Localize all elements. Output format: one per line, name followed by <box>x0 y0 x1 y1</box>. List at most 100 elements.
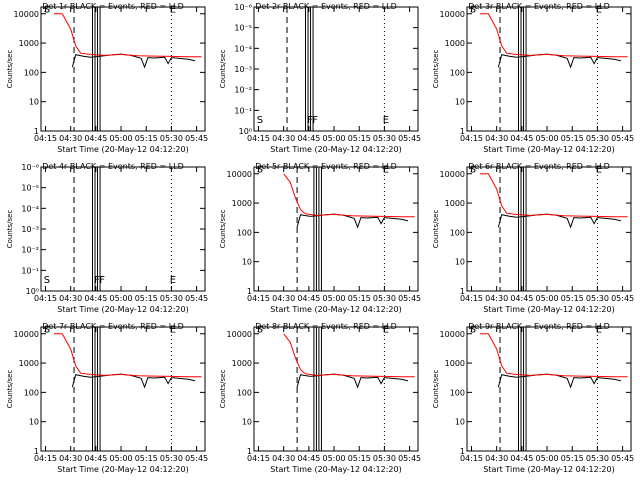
chart-title: Det 8r BLACK = Events, RED = LLD <box>255 322 397 331</box>
y-tick-label: 1 <box>34 127 39 136</box>
y-tick-label: 10⁻¹ <box>21 266 39 275</box>
x-tick-label: 05:15 <box>561 454 584 463</box>
y-tick-label: 100 <box>450 388 465 397</box>
x-tick-label: 05:00 <box>536 294 559 303</box>
x-tick-label: 05:45 <box>185 134 208 143</box>
x-tick-label: 05:30 <box>586 294 609 303</box>
x-tick-label: 05:00 <box>110 294 133 303</box>
y-axis-title: Counts/sec <box>6 370 14 409</box>
y-tick-label: 10 <box>455 258 465 267</box>
y-tick-label: 10 <box>455 98 465 107</box>
data-line <box>497 213 622 229</box>
x-tick-label: 04:45 <box>510 454 533 463</box>
plot-area <box>53 7 202 131</box>
axis-box <box>40 6 206 132</box>
annotation: S <box>470 325 476 336</box>
y-tick-label: 10⁻⁶ <box>234 3 252 12</box>
plot-area <box>479 7 628 131</box>
x-tick-label: 05:15 <box>561 294 584 303</box>
panel: S E 04:15 04:30 04:45 05:00 05:15 05:30 05:45 1 10… <box>219 162 421 314</box>
annotation: F <box>312 115 318 126</box>
axis-box <box>466 326 632 452</box>
plot-area <box>479 167 628 291</box>
y-tick-label: 10⁻⁴ <box>234 44 252 53</box>
annotation: F <box>99 275 105 286</box>
chart-title: Det 3r BLACK = Events, RED = LLD <box>468 2 610 11</box>
x-tick-label: 04:30 <box>485 134 508 143</box>
x-tick-label: 05:30 <box>373 294 396 303</box>
y-tick-label: 10000 <box>440 330 465 339</box>
x-tick-label: 05:45 <box>398 134 421 143</box>
axis-box <box>40 166 206 292</box>
annotation: S <box>44 5 50 16</box>
panel: S E 04:15 04:30 04:45 05:00 05:15 05:30 05:45 1 10… <box>219 322 421 474</box>
chart-title: Det 4r BLACK = Events, RED = LLD <box>42 162 184 171</box>
y-tick-label: 1 <box>460 127 465 136</box>
y-tick-label: 1000 <box>19 359 39 368</box>
data-line <box>497 53 622 69</box>
x-tick-label: 04:15 <box>34 454 57 463</box>
y-tick-label: 10000 <box>440 170 465 179</box>
chart-title: Det 5r BLACK = Events, RED = LLD <box>255 162 397 171</box>
y-tick-label: 100 <box>450 228 465 237</box>
x-tick-label: 04:30 <box>59 454 82 463</box>
annotation: E <box>596 165 602 176</box>
chart-title: Det 2r BLACK = Events, RED = LLD <box>255 2 397 11</box>
plot-area <box>283 327 415 451</box>
y-axis-title: Counts/sec <box>432 210 440 249</box>
y-tick-label: 10⁰ <box>26 287 39 296</box>
annotation: E <box>596 325 602 336</box>
x-axis-title: Start Time (20-May-12 04:12:20) <box>270 465 401 474</box>
x-tick-label: 04:45 <box>510 294 533 303</box>
x-axis-title: Start Time (20-May-12 04:12:20) <box>270 145 401 154</box>
data-line <box>479 173 628 218</box>
x-axis-title: Start Time (20-May-12 04:12:20) <box>483 145 614 154</box>
y-tick-label: 10000 <box>227 170 252 179</box>
x-tick-label: 05:30 <box>160 134 183 143</box>
x-tick-label: 05:45 <box>185 294 208 303</box>
y-tick-label: 10⁻⁵ <box>21 184 39 193</box>
y-axis-title: Counts/sec <box>432 370 440 409</box>
x-tick-label: 05:30 <box>586 134 609 143</box>
x-tick-label: 04:30 <box>272 454 295 463</box>
x-tick-label: 05:45 <box>611 134 634 143</box>
y-tick-label: 10⁻⁴ <box>21 204 39 213</box>
annotation: S <box>257 325 263 336</box>
x-tick-label: 05:00 <box>536 454 559 463</box>
x-tick-label: 05:15 <box>348 134 371 143</box>
annotation: S <box>470 5 476 16</box>
y-tick-label: 100 <box>450 68 465 77</box>
x-tick-label: 04:15 <box>247 294 270 303</box>
data-line <box>497 373 622 389</box>
x-axis-title: Start Time (20-May-12 04:12:20) <box>270 305 401 314</box>
x-tick-label: 05:15 <box>135 294 158 303</box>
x-axis-title: Start Time (20-May-12 04:12:20) <box>57 145 188 154</box>
chart-title: Det 6r BLACK = Events, RED = LLD <box>468 162 610 171</box>
x-axis-title: Start Time (20-May-12 04:12:20) <box>57 305 188 314</box>
plot-area <box>73 167 172 291</box>
y-axis-title: Counts/sec <box>219 210 227 249</box>
x-tick-label: 04:15 <box>460 134 483 143</box>
axis-box <box>253 166 419 292</box>
y-tick-label: 1 <box>247 287 252 296</box>
x-tick-label: 05:15 <box>348 454 371 463</box>
x-tick-label: 04:15 <box>34 134 57 143</box>
annotation: F <box>307 115 313 126</box>
x-tick-label: 04:30 <box>485 454 508 463</box>
annotation: E <box>596 5 602 16</box>
x-tick-label: 05:30 <box>373 454 396 463</box>
annotation: E <box>383 325 389 336</box>
x-tick-label: 04:45 <box>84 454 107 463</box>
y-tick-label: 1000 <box>445 39 465 48</box>
x-tick-label: 04:45 <box>84 134 107 143</box>
x-tick-label: 04:45 <box>84 294 107 303</box>
x-tick-label: 04:15 <box>247 454 270 463</box>
x-tick-label: 04:30 <box>59 294 82 303</box>
y-tick-label: 1000 <box>232 359 252 368</box>
y-tick-label: 10⁻⁶ <box>21 163 39 172</box>
y-tick-label: 10 <box>29 418 39 427</box>
y-tick-label: 10⁰ <box>239 127 252 136</box>
y-tick-label: 10⁻² <box>234 86 252 95</box>
data-line <box>71 53 196 69</box>
